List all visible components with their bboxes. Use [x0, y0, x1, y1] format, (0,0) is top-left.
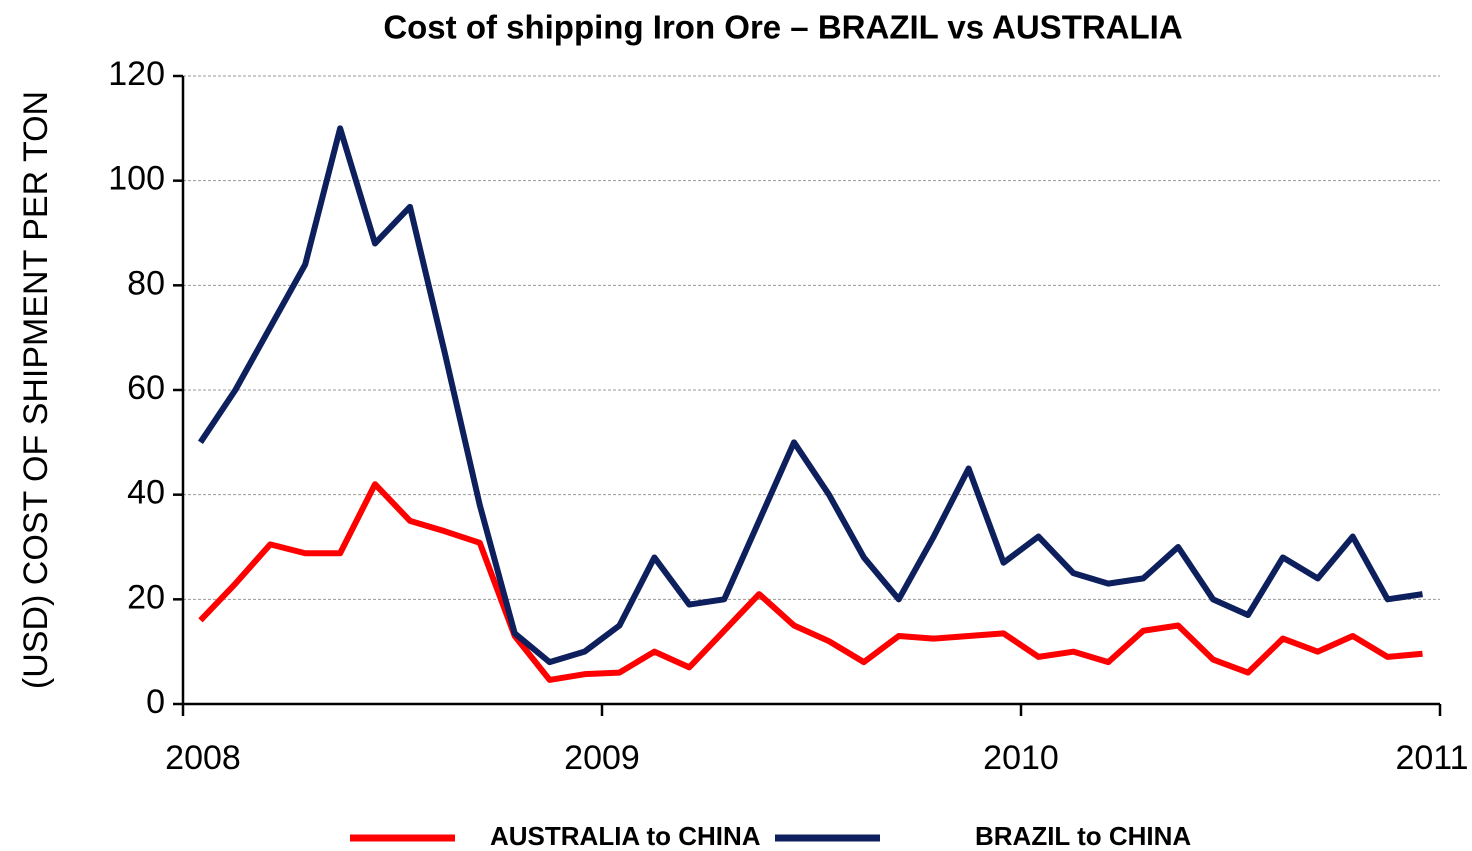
y-axis-label: (USD) COST OF SHIPMENT PER TON [17, 91, 55, 689]
y-tick-label: 60 [127, 369, 165, 407]
line-series [197, 125, 1423, 666]
chart-title: Cost of shipping Iron Ore – BRAZIL vs AU… [383, 9, 1182, 46]
x-tick-label: 2011 [1395, 739, 1468, 777]
line-series [198, 481, 1423, 683]
legend-label: BRAZIL to CHINA [975, 821, 1191, 851]
y-tick-label: 100 [108, 160, 165, 198]
y-tick-label: 20 [127, 578, 165, 616]
legend-label: AUSTRALIA to CHINA [490, 821, 761, 851]
x-tick-label: 2009 [564, 739, 640, 777]
y-tick-label: 120 [108, 55, 165, 93]
y-tick-label: 80 [127, 264, 165, 302]
y-tick-label: 40 [127, 474, 165, 512]
x-tick-label: 2008 [165, 739, 241, 777]
x-tick-label: 2010 [983, 739, 1059, 777]
y-tick-label: 0 [146, 683, 165, 721]
